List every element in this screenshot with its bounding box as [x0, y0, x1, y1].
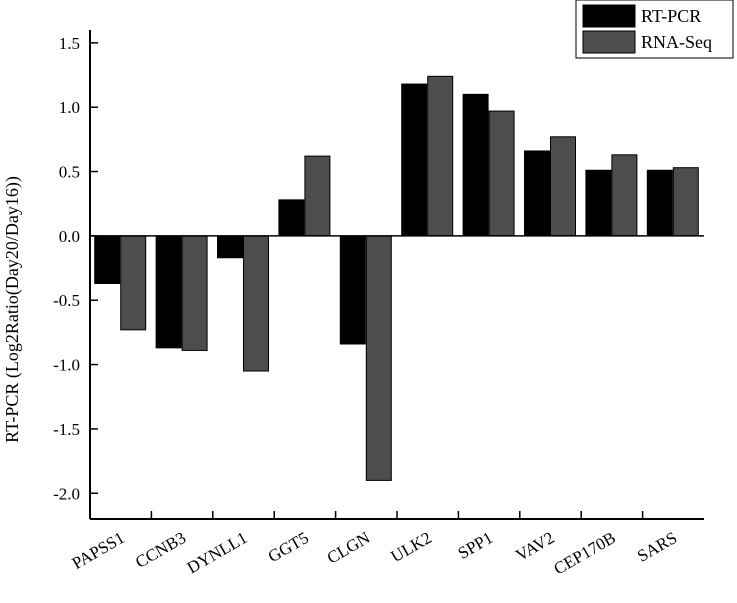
y-tick-label: 0.0	[59, 227, 80, 246]
bar-rna-seq-cep170b	[611, 154, 638, 237]
x-tick-label: VAV2	[513, 528, 558, 565]
legend-label: RNA-Seq	[641, 32, 712, 52]
bar-rt-pcr-ggt5	[278, 199, 305, 237]
bar-rt-pcr-papss1	[94, 235, 121, 285]
y-tick-label: -2.0	[53, 484, 80, 503]
x-tick-label: PAPSS1	[69, 528, 128, 573]
y-axis-label: RT-PCR (Log2Ratio(Day20/Day16))	[2, 176, 23, 443]
bar-rna-seq-sars	[672, 167, 699, 237]
bars-group	[94, 75, 699, 481]
bar-rna-seq-clgn	[365, 235, 392, 481]
bar-rt-pcr-spp1	[462, 93, 489, 237]
x-tick-label: ULK2	[388, 528, 435, 566]
bar-rt-pcr-dynll1	[217, 235, 243, 259]
x-tick-label: GGT5	[265, 528, 312, 566]
bar-rna-seq-papss1	[120, 235, 147, 331]
bar-rt-pcr-cep170b	[585, 169, 612, 237]
x-tick-label: DYNLL1	[184, 528, 251, 578]
bar-rt-pcr-ccnb3	[155, 235, 182, 349]
x-tick-label: CEP170B	[550, 528, 618, 578]
y-tick-label: 0.5	[59, 163, 80, 182]
bar-rt-pcr-vav2	[524, 150, 550, 237]
y-tick-label: 1.0	[59, 98, 80, 117]
legend-label: RT-PCR	[641, 6, 701, 26]
bar-rna-seq-spp1	[488, 110, 515, 237]
x-tick-label: CCNB3	[132, 528, 189, 572]
y-tick-label: -1.5	[53, 420, 80, 439]
bar-rna-seq-dynll1	[243, 235, 269, 372]
bar-rna-seq-ccnb3	[181, 235, 208, 351]
bar-rna-seq-ulk2	[427, 75, 454, 237]
bar-rt-pcr-clgn	[339, 235, 366, 345]
legend-swatch	[582, 30, 636, 54]
y-tick-label: -1.0	[53, 356, 80, 375]
y-tick-label: 1.5	[59, 34, 80, 53]
bar-rna-seq-vav2	[550, 136, 576, 237]
bar-rt-pcr-sars	[646, 169, 673, 237]
x-tick-label: SPP1	[455, 528, 496, 563]
y-tick-label: -0.5	[53, 291, 80, 310]
x-tick-label: SARS	[634, 528, 680, 566]
legend-swatch	[582, 4, 636, 28]
legend: RT-PCR RNA-Seq	[575, 0, 734, 59]
bar-rna-seq-ggt5	[304, 155, 331, 237]
x-tick-label: CLGN	[324, 528, 374, 568]
bar-rt-pcr-ulk2	[401, 83, 428, 237]
